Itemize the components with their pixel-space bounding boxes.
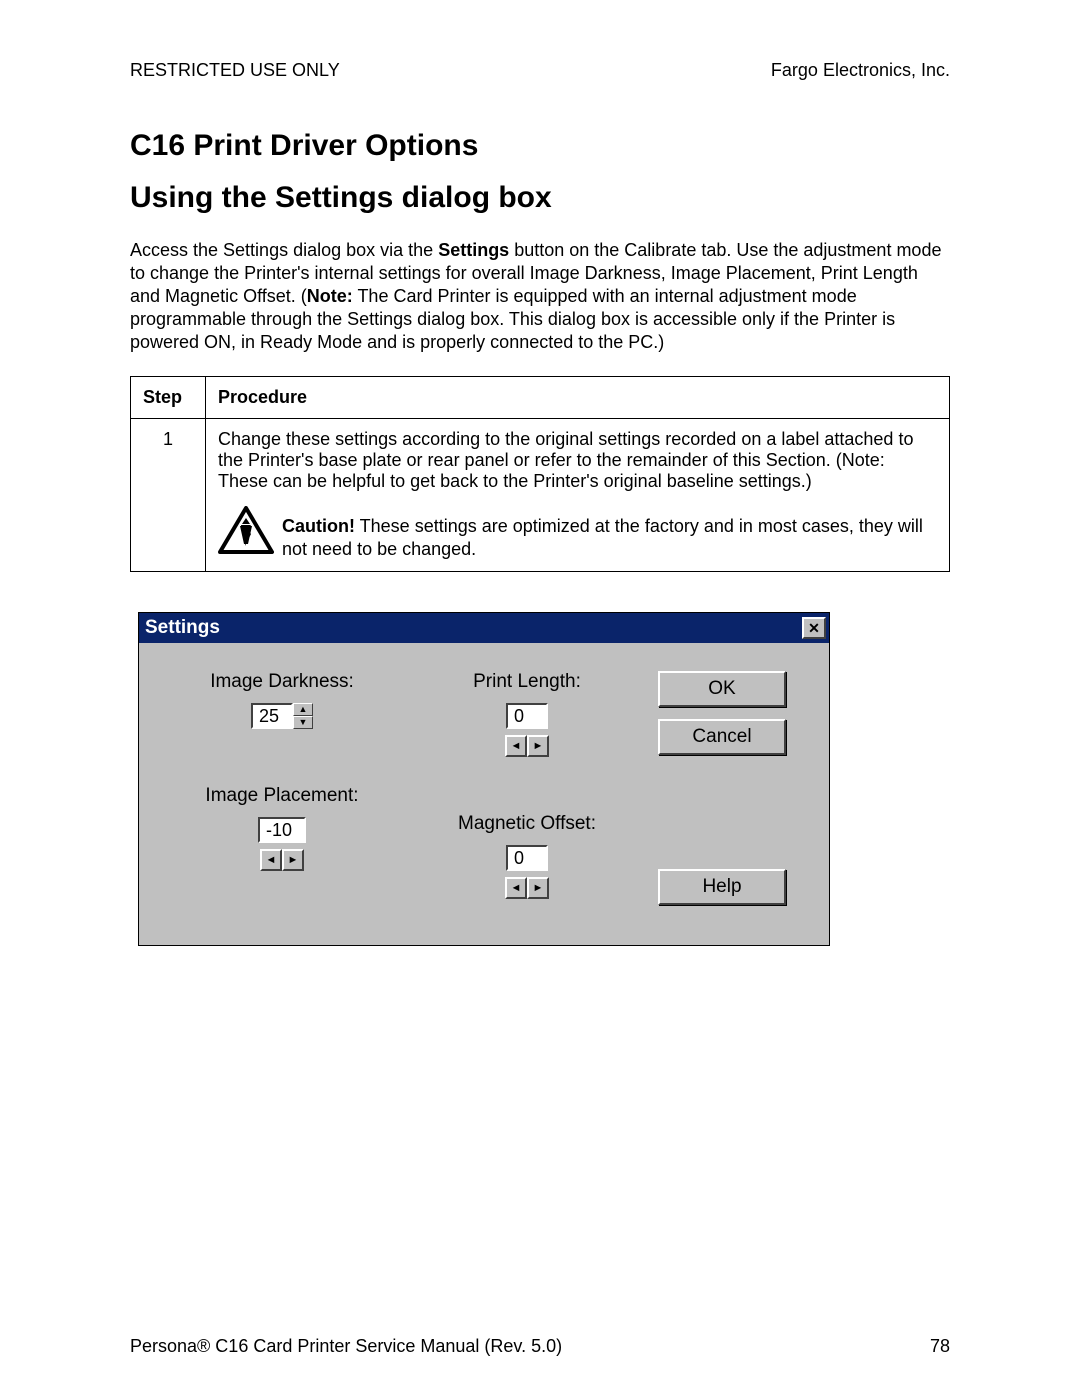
image-darkness-group: Image Darkness: 25 ▲ ▼	[157, 671, 407, 729]
heading-sub: Using the Settings dialog box	[130, 181, 950, 215]
caution-icon	[218, 506, 274, 561]
print-length-input[interactable]: 0	[506, 703, 548, 729]
image-placement-group: Image Placement: -10 ◄ ►	[157, 785, 407, 871]
image-placement-label: Image Placement:	[205, 785, 358, 807]
dialog-title: Settings	[145, 617, 220, 639]
col-procedure-header: Procedure	[206, 377, 950, 419]
magnetic-offset-left[interactable]: ◄	[505, 877, 527, 899]
page-footer: Persona® C16 Card Printer Service Manual…	[130, 1336, 950, 1357]
image-placement-input[interactable]: -10	[258, 817, 306, 843]
intro-paragraph: Access the Settings dialog box via the S…	[130, 239, 950, 354]
cancel-button[interactable]: Cancel	[658, 719, 786, 755]
procedure-text: Change these settings according to the o…	[218, 429, 937, 492]
settings-dialog: Settings ✕ Image Darkness: 25 ▲ ▼	[138, 612, 830, 946]
image-placement-right[interactable]: ►	[282, 849, 304, 871]
magnetic-offset-right[interactable]: ►	[527, 877, 549, 899]
footer-page-number: 78	[930, 1336, 950, 1357]
print-length-group: Print Length: 0 ◄ ►	[407, 671, 647, 757]
close-button[interactable]: ✕	[802, 617, 826, 639]
step-number: 1	[131, 419, 206, 572]
magnetic-offset-input[interactable]: 0	[506, 845, 548, 871]
header-right: Fargo Electronics, Inc.	[771, 60, 950, 81]
print-length-right[interactable]: ►	[527, 735, 549, 757]
heading-main: C16 Print Driver Options	[130, 129, 950, 163]
print-length-label: Print Length:	[473, 671, 581, 693]
close-icon: ✕	[808, 620, 820, 637]
help-button[interactable]: Help	[658, 869, 786, 905]
footer-left: Persona® C16 Card Printer Service Manual…	[130, 1336, 562, 1357]
magnetic-offset-label: Magnetic Offset:	[458, 813, 596, 835]
col-step-header: Step	[131, 377, 206, 419]
image-darkness-label: Image Darkness:	[210, 671, 354, 693]
image-darkness-down[interactable]: ▼	[293, 716, 313, 729]
image-placement-left[interactable]: ◄	[260, 849, 282, 871]
procedure-table: Step Procedure 1 Change these settings a…	[130, 376, 950, 572]
titlebar: Settings ✕	[139, 613, 829, 643]
image-darkness-up[interactable]: ▲	[293, 703, 313, 716]
page-header: RESTRICTED USE ONLY Fargo Electronics, I…	[130, 60, 950, 81]
ok-button[interactable]: OK	[658, 671, 786, 707]
header-left: RESTRICTED USE ONLY	[130, 60, 340, 81]
print-length-left[interactable]: ◄	[505, 735, 527, 757]
procedure-cell: Change these settings according to the o…	[206, 419, 950, 572]
table-row: 1 Change these settings according to the…	[131, 419, 950, 572]
magnetic-offset-group: Magnetic Offset: 0 ◄ ►	[407, 813, 647, 899]
image-darkness-input[interactable]: 25	[251, 703, 293, 729]
caution-text: Caution! These settings are optimized at…	[282, 515, 937, 561]
